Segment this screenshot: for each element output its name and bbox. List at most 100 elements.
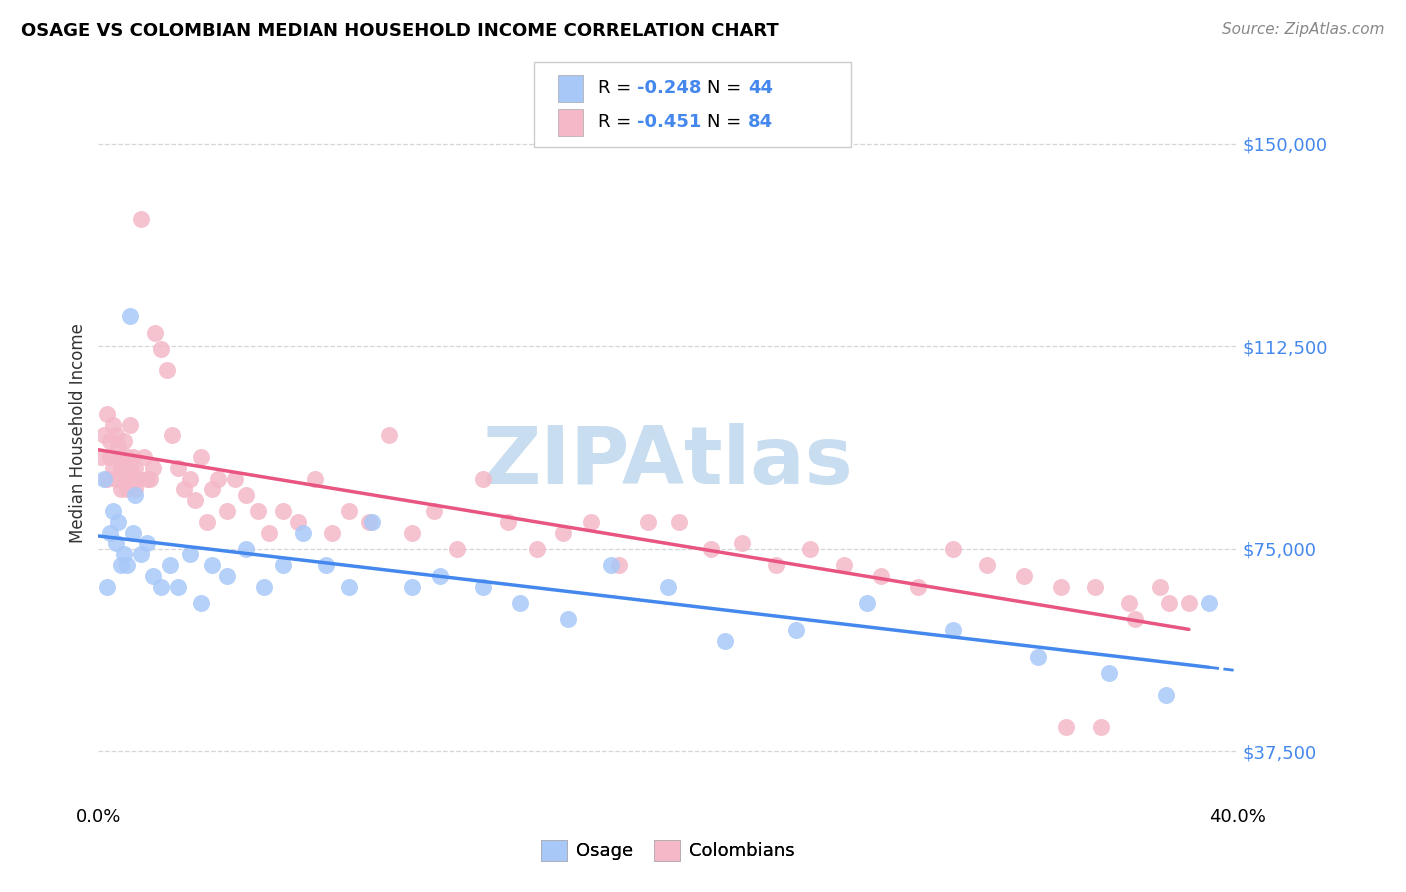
Point — [246, 504, 269, 518]
Point — [167, 460, 190, 475]
Point — [150, 342, 173, 356]
Point — [714, 633, 737, 648]
Point — [1012, 569, 1035, 583]
Point — [304, 471, 326, 485]
Point — [1118, 596, 1140, 610]
Point — [96, 580, 118, 594]
Point — [141, 569, 163, 583]
Text: N =: N = — [707, 113, 747, 131]
Text: -0.248: -0.248 — [637, 79, 702, 97]
Point — [162, 428, 184, 442]
Point — [224, 471, 246, 485]
Point — [98, 525, 121, 540]
Point — [609, 558, 631, 572]
Point — [107, 450, 129, 464]
Point — [579, 515, 602, 529]
Text: N =: N = — [707, 79, 747, 97]
Point — [129, 547, 152, 561]
Point — [907, 580, 929, 594]
Point — [127, 471, 149, 485]
Point — [118, 460, 141, 475]
Point — [156, 363, 179, 377]
Point — [942, 623, 965, 637]
Point — [93, 428, 115, 442]
Point — [101, 460, 124, 475]
Point — [115, 483, 138, 497]
Point — [121, 471, 143, 485]
Point — [509, 596, 531, 610]
Point — [1090, 720, 1112, 734]
Point — [107, 439, 129, 453]
Point — [184, 493, 207, 508]
Point — [446, 541, 468, 556]
Point — [856, 596, 879, 610]
Point — [360, 515, 382, 529]
Point — [668, 515, 690, 529]
Point — [98, 434, 121, 448]
Point — [337, 504, 360, 518]
Point — [124, 488, 146, 502]
Point — [167, 580, 190, 594]
Point — [526, 541, 548, 556]
Point — [401, 525, 423, 540]
Point — [1178, 596, 1201, 610]
Point — [799, 541, 821, 556]
Point — [321, 525, 343, 540]
Point — [104, 471, 127, 485]
Point — [292, 525, 315, 540]
Point — [93, 471, 115, 485]
Point — [785, 623, 807, 637]
Text: 44: 44 — [748, 79, 773, 97]
Point — [315, 558, 337, 572]
Point — [1056, 720, 1078, 734]
Point — [173, 483, 195, 497]
Point — [112, 547, 135, 561]
Point — [110, 460, 132, 475]
Text: ZIPAtlas: ZIPAtlas — [482, 423, 853, 501]
Point — [1049, 580, 1071, 594]
Point — [124, 483, 146, 497]
Point — [141, 460, 163, 475]
Point — [551, 525, 574, 540]
Point — [976, 558, 998, 572]
Point — [104, 536, 127, 550]
Point — [115, 558, 138, 572]
Point — [1084, 580, 1107, 594]
Point — [273, 504, 295, 518]
Point — [657, 580, 679, 594]
Y-axis label: Median Household Income: Median Household Income — [69, 323, 87, 542]
Point — [1157, 596, 1180, 610]
Point — [135, 471, 157, 485]
Point — [1026, 649, 1049, 664]
Point — [96, 407, 118, 421]
Point — [145, 326, 167, 340]
Point — [942, 541, 965, 556]
Point — [112, 471, 135, 485]
Point — [471, 580, 494, 594]
Point — [600, 558, 623, 572]
Point — [1098, 666, 1121, 681]
Point — [112, 434, 135, 448]
Point — [129, 212, 152, 227]
Point — [557, 612, 579, 626]
Point — [731, 536, 754, 550]
Point — [101, 417, 124, 432]
Point — [132, 450, 155, 464]
Point — [699, 541, 721, 556]
Point — [98, 450, 121, 464]
Point — [429, 569, 451, 583]
Text: 84: 84 — [748, 113, 773, 131]
Point — [401, 580, 423, 594]
Point — [96, 471, 118, 485]
Text: -0.451: -0.451 — [637, 113, 702, 131]
Point — [834, 558, 856, 572]
Point — [118, 417, 141, 432]
Point — [378, 428, 401, 442]
Point — [110, 483, 132, 497]
Point — [273, 558, 295, 572]
Point — [1154, 688, 1177, 702]
Point — [121, 525, 143, 540]
Point — [150, 580, 173, 594]
Point — [104, 428, 127, 442]
Point — [215, 504, 238, 518]
